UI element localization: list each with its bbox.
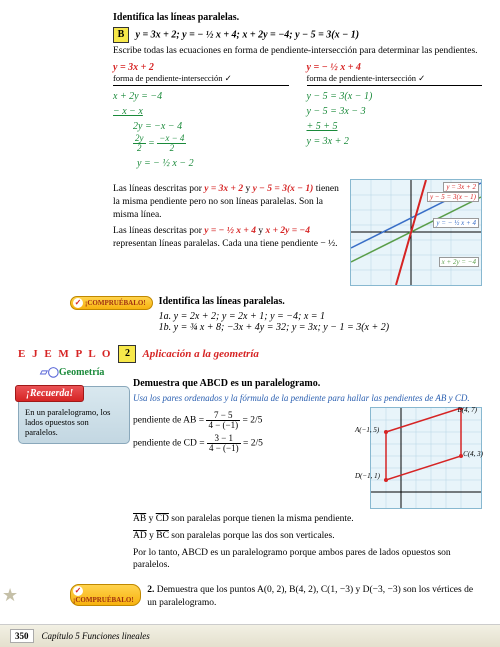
work-l4: 2y2 = −x − 42 [113,134,289,153]
geom-p1: AB y CD AB y CD son paralelas porque tie… [133,513,482,526]
page-number: 350 [10,629,34,643]
instruction: Escribe todas las ecuaciones en forma de… [113,46,482,56]
recuerda-box: ¡Recuerda! En un paralelogramo, los lado… [18,386,130,444]
texas-icon: ★ [2,585,18,606]
geom-p2: AD y BC son paralelas porque las dos son… [133,530,482,543]
slope-ab: pendiente de AB = 7 − 54 − (−1) = 2/5 [133,411,362,430]
work-r1: y − 5 = 3(x − 1) [307,89,483,104]
geom-title: Demuestra que ABCD es un paralelogramo. [133,378,482,389]
work-l2: − x − x [113,104,289,119]
work-l3: 2y = −x − 4 [113,119,289,134]
header-equations: y = 3x + 2; y = − ½ x + 4; x + 2y = −4; … [136,29,360,40]
section-title: Identifica las líneas paralelas. [113,12,482,23]
eq-left-top: y = 3x + 2 [113,62,289,73]
ejemplo-label: E J E M P L O [18,348,112,360]
pt-c: C(4, 3) [461,450,485,458]
check1-b: 1b. y = ¾ x + 8; −3x + 4y = 32; y = 3x; … [159,322,389,333]
desc-1: Las líneas descritas por y = 3x + 2 y y … [113,183,342,221]
desc-2: Las líneas descritas por y = − ½ x + 4 y… [113,225,342,251]
work-l-result: y = − ½ x − 2 [113,156,289,171]
work-r2: y − 5 = 3x − 3 [307,104,483,119]
geom-hint: Usa los pares ordenados y la fórmula de … [133,393,482,403]
slope-cd: pendiente de CD = 3 − 14 − (−1) = 2/5 [133,434,362,453]
check2-text: Demuestra que los puntos A(0, 2), B(4, 2… [147,585,473,608]
pt-d: D(−1, 1) [353,472,382,480]
recuerda-tab: ¡Recuerda! [15,385,84,402]
compruebalo-badge-1: ¡COMPRUÉBALO! [70,296,153,310]
pt-b: B(4, 7) [456,406,479,414]
geometria-label: ▱◯Geometría [40,367,482,378]
work-l1: x + 2y = −4 [113,89,289,104]
graph-2: A(−1, 5) B(4, 7) C(4, 3) D(−1, 1) [370,407,482,509]
graph1-label-4: x + 2y = −4 [439,257,479,267]
graph1-label-2: y − 5 = 3(x − 1) [427,192,479,202]
column-left: y = 3x + 2 forma de pendiente-intersecci… [113,62,289,171]
pt-a: A(−1, 5) [353,426,381,434]
work-r3: + 5 + 5 [307,119,483,134]
page-footer: 350 Capítulo 5 Funciones lineales [0,624,500,647]
form-label-left: forma de pendiente-intersección ✓ [113,73,289,86]
check2-num: 2. [147,585,154,595]
graph-1: y = 3x + 2 y − 5 = 3(x − 1) y = − ½ x + … [350,179,482,286]
ejemplo-num: 2 [118,345,136,363]
check1-a: 1a. y = 2x + 2; y = 2x + 1; y = −4; x = … [159,311,389,322]
compruebalo-badge-2: ¡COMPRUÉBALO! [70,584,141,606]
work-r-result: y = 3x + 2 [307,134,483,149]
ejemplo-title: Aplicación a la geometría [142,348,258,360]
check1-title: Identifica las líneas paralelas. [159,296,389,307]
graph1-label-3: y = − ½ x + 4 [433,218,479,228]
geom-p3: Por lo tanto, ABCD es un paralelogramo p… [133,547,482,573]
column-right: y = − ½ x + 4 forma de pendiente-interse… [307,62,483,171]
graph1-label-1: y = 3x + 2 [443,182,479,192]
form-label-right: forma de pendiente-intersección ✓ [307,73,483,86]
chapter-label: Capítulo 5 Funciones lineales [42,631,150,641]
eq-right-top: y = − ½ x + 4 [307,62,483,73]
example-marker-b: B [113,27,129,43]
